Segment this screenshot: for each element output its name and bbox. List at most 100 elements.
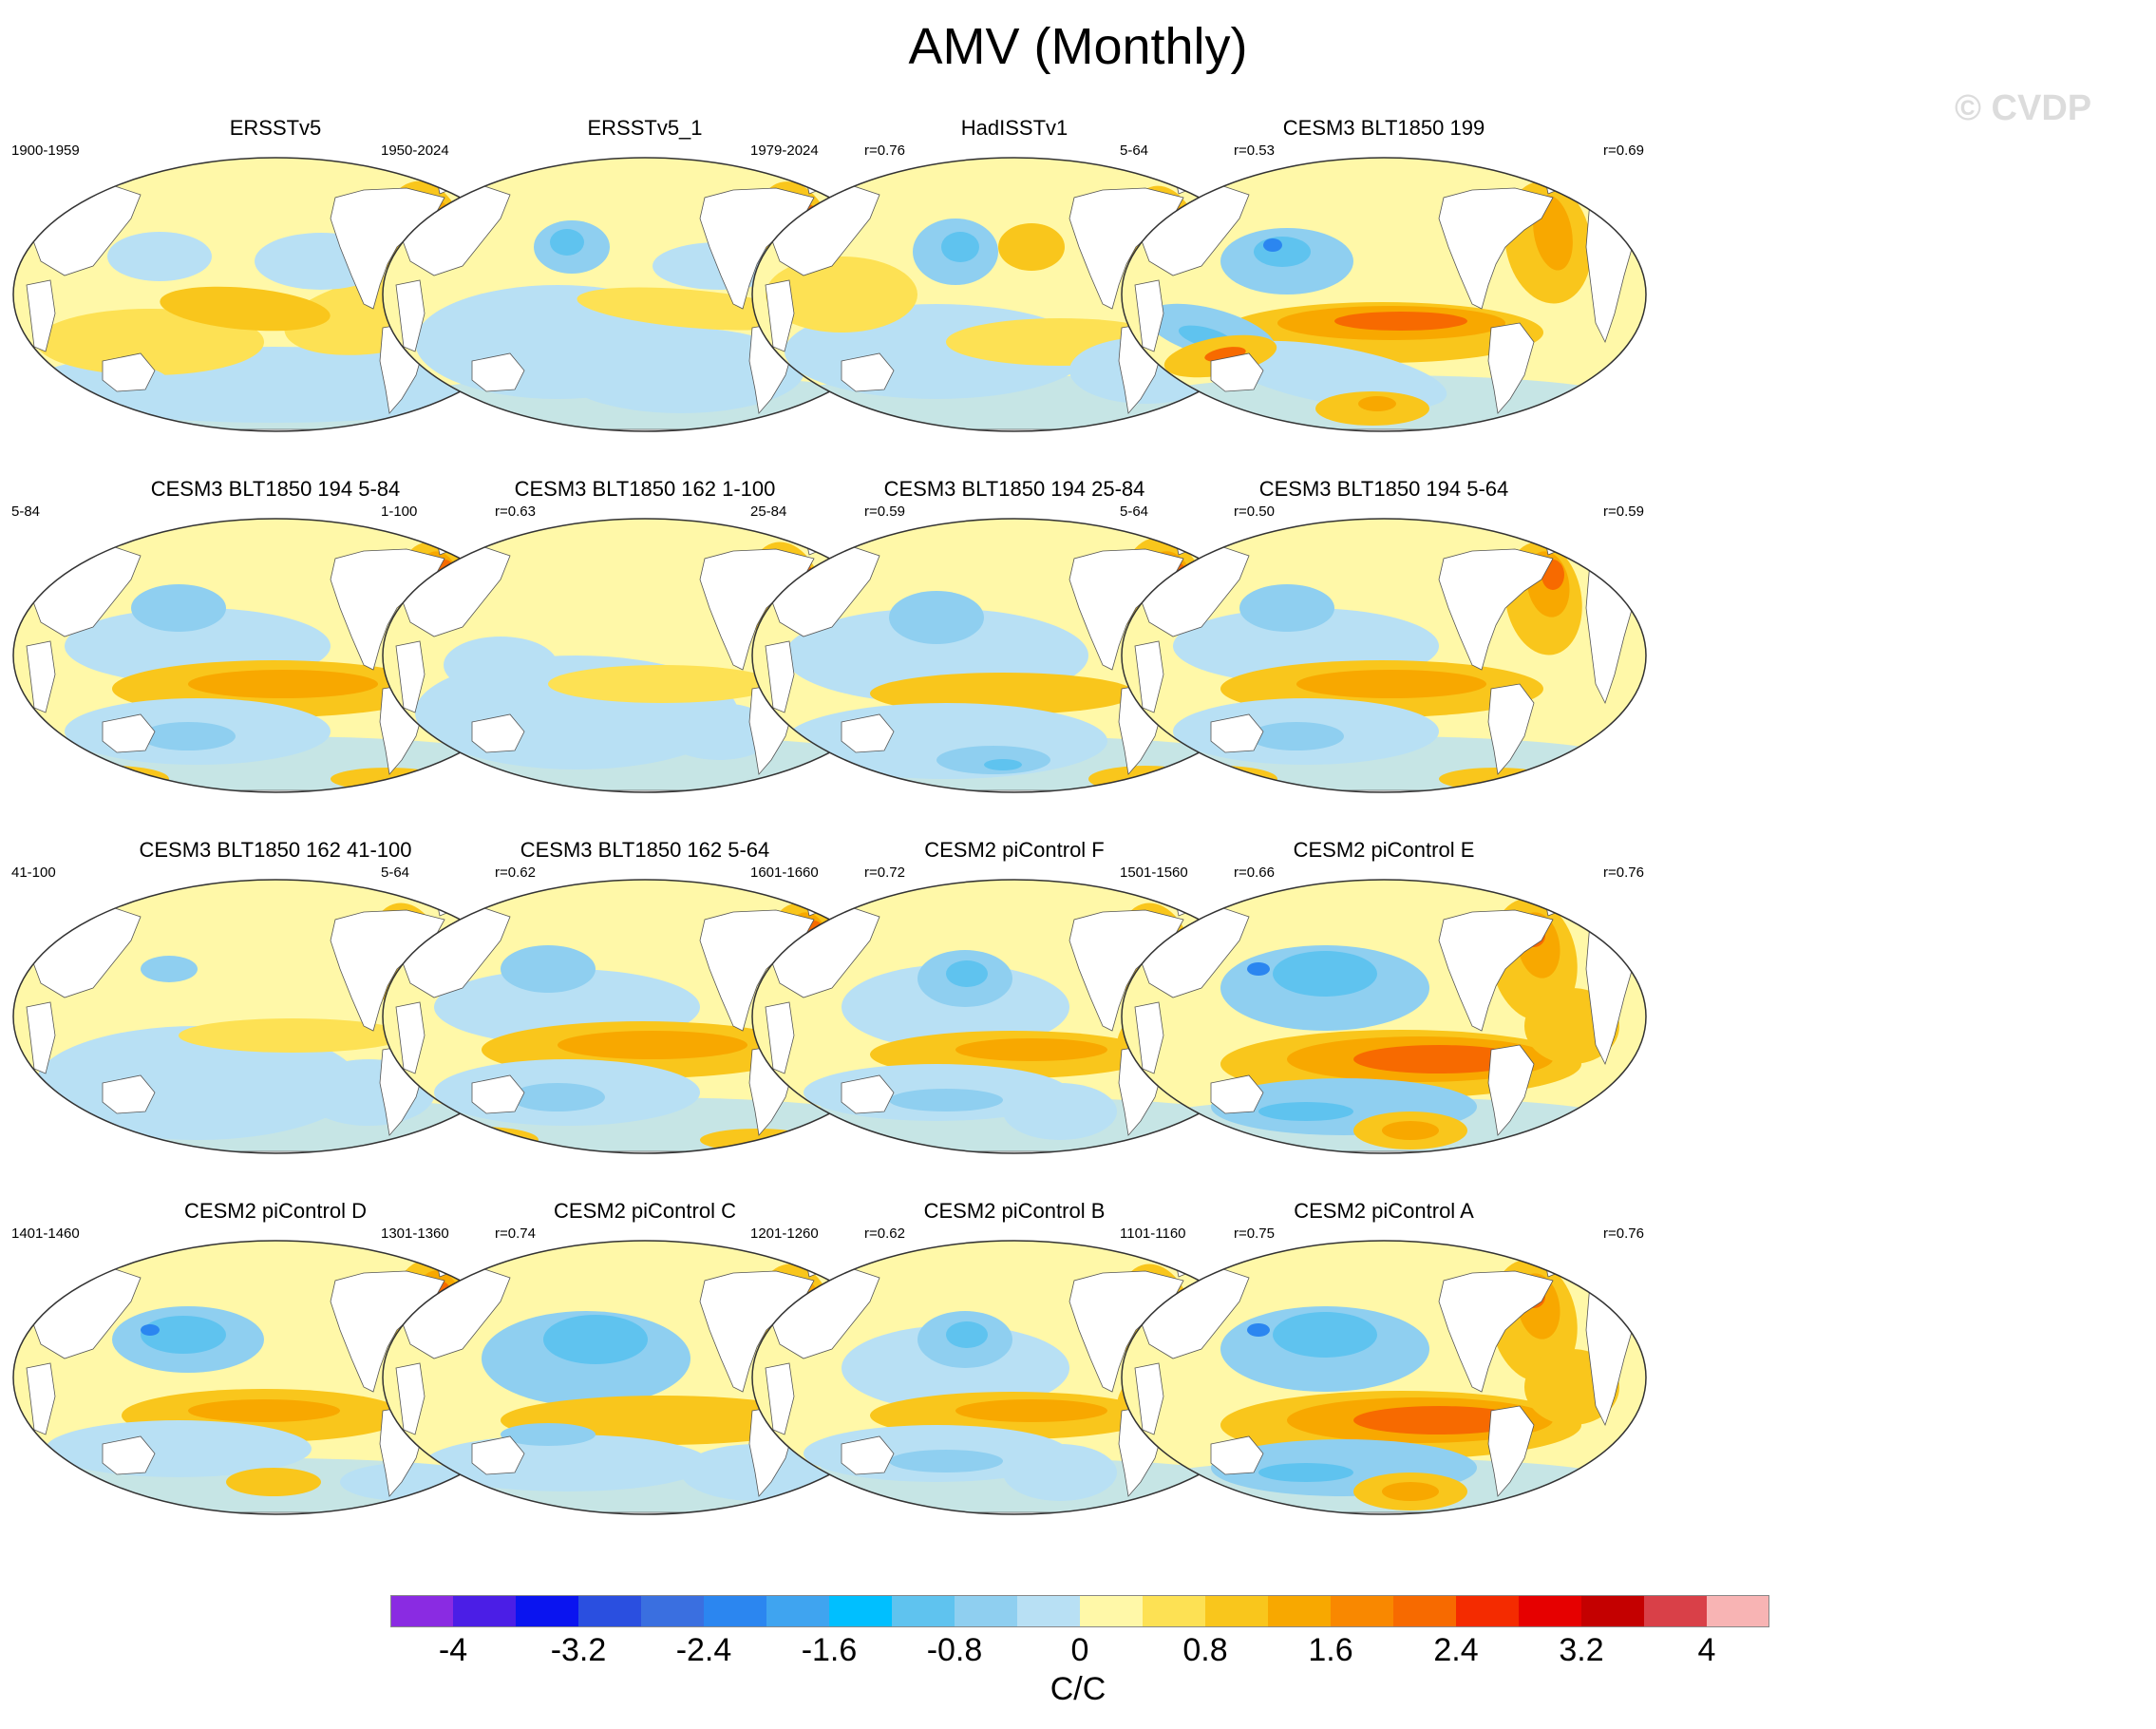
panel-title: CESM3 BLT1850 194 5-64 — [1258, 477, 1509, 501]
map-panel: CESM2 piControl A 1101-1160 r=0.76 — [1116, 1199, 1652, 1579]
land-mass — [1542, 168, 1571, 195]
panel-years: 5-64 — [381, 864, 410, 881]
panel-correlation: r=0.72 — [864, 864, 905, 881]
land-mass — [471, 1435, 525, 1475]
panel-years: 1101-1160 — [1120, 1226, 1186, 1242]
anomaly-region — [794, 774, 851, 792]
panel-title: CESM3 BLT1850 194 25-84 — [883, 477, 1145, 501]
panel-years: 25-84 — [750, 504, 787, 520]
land-mass — [1153, 789, 1611, 792]
anomaly-region — [946, 960, 988, 987]
anomaly-region — [998, 223, 1065, 271]
land-mass — [1210, 1074, 1264, 1114]
map-outline — [1121, 879, 1647, 1154]
land-mass — [1069, 1270, 1184, 1393]
panel-title: ERSSTv5_1 — [587, 116, 703, 140]
map-outline — [1121, 518, 1647, 793]
anomaly-region — [1003, 1444, 1117, 1501]
colorbar-segment — [1205, 1595, 1269, 1627]
colorbar-segment — [892, 1595, 955, 1627]
anomaly-region — [1258, 1463, 1353, 1482]
colorbar-segment — [1393, 1595, 1457, 1627]
land-mass — [1153, 1150, 1611, 1153]
land-mass — [1134, 1001, 1164, 1074]
land-mass — [26, 279, 56, 352]
panel-title: CESM3 BLT1850 194 5-84 — [150, 477, 401, 501]
anomaly-region — [1263, 238, 1282, 252]
colorbar — [390, 1595, 1769, 1627]
land-mass — [1134, 1362, 1164, 1435]
colorbar-segment — [578, 1595, 642, 1627]
colorbar-border — [390, 1595, 1769, 1627]
land-mass — [1153, 428, 1611, 431]
land-mass — [841, 1435, 895, 1475]
page-title: AMV (Monthly) — [908, 18, 1248, 75]
map-outline — [1121, 157, 1647, 432]
anomaly-region — [1239, 584, 1334, 632]
land-mass — [102, 1435, 156, 1475]
colorbar-tick-label: 0 — [1070, 1632, 1089, 1668]
land-mass — [395, 1001, 426, 1074]
panel-years: 5-84 — [11, 504, 41, 520]
panel-title: CESM2 piControl F — [924, 838, 1105, 862]
colorbar-tick-label: 1.6 — [1308, 1632, 1353, 1668]
panel-title: CESM3 BLT1850 162 1-100 — [514, 477, 776, 501]
panel-years: 1401-1460 — [11, 1226, 80, 1242]
world-map — [1121, 518, 1647, 793]
anomaly-region — [1254, 237, 1311, 267]
colorbar-segment — [1017, 1595, 1081, 1627]
colorbar-tick-label: -4 — [438, 1632, 468, 1668]
anomaly-region — [1353, 1045, 1524, 1074]
panel-years: 1601-1660 — [750, 864, 819, 881]
panel-title: CESM3 BLT1850 162 5-64 — [520, 838, 770, 862]
anomaly-region — [889, 591, 984, 644]
land-mass — [330, 548, 445, 671]
panel-years: 1979-2024 — [750, 142, 819, 159]
panel-title: CESM2 piControl D — [184, 1199, 367, 1223]
panel-years: 1950-2024 — [381, 142, 449, 159]
colorbar-segment — [390, 1595, 454, 1627]
anomaly-region — [107, 232, 212, 281]
panel-years: 1301-1360 — [381, 1226, 449, 1242]
panel-correlation: r=0.76 — [1603, 1226, 1644, 1242]
anomaly-region — [510, 1083, 605, 1112]
land-mass — [395, 279, 426, 352]
panel-title: CESM2 piControl A — [1294, 1199, 1474, 1223]
anomaly-region — [543, 1315, 648, 1364]
anomaly-region — [1247, 1323, 1270, 1337]
colorbar-tick-label: -0.8 — [926, 1632, 983, 1668]
land-mass — [699, 1270, 815, 1393]
land-mass — [1153, 1511, 1611, 1514]
anomaly-region — [501, 1423, 596, 1446]
anomaly-region — [558, 328, 804, 413]
land-mass — [1438, 548, 1554, 671]
world-map — [1121, 1240, 1647, 1515]
anomaly-region — [558, 1031, 747, 1059]
anomaly-region — [1273, 1312, 1377, 1358]
anomaly-region — [1296, 670, 1486, 698]
watermark: © CVDP — [1955, 88, 2092, 128]
land-mass — [1438, 909, 1554, 1032]
land-mass — [1069, 909, 1184, 1032]
anomaly-region — [425, 1127, 539, 1153]
anomaly-region — [188, 1399, 340, 1422]
colorbar-segment — [516, 1595, 579, 1627]
panel-years: 5-64 — [1120, 504, 1149, 520]
land-mass — [1542, 1251, 1571, 1278]
panel-title: CESM2 piControl B — [923, 1199, 1106, 1223]
land-mass — [1542, 890, 1571, 917]
land-mass — [102, 1074, 156, 1114]
panel-correlation: r=0.75 — [1234, 1226, 1275, 1242]
land-mass — [841, 1074, 895, 1114]
anomaly-region — [60, 776, 107, 791]
colorbar-tick-label: -2.4 — [675, 1632, 732, 1668]
anomaly-region — [842, 964, 1069, 1050]
panel-title: CESM3 BLT1850 162 41-100 — [139, 838, 412, 862]
anomaly-region — [1382, 1121, 1439, 1140]
panel-title: HadISSTv1 — [960, 116, 1069, 140]
land-mass — [1487, 683, 1535, 775]
land-mass — [1134, 279, 1164, 352]
anomaly-region — [188, 670, 378, 698]
panel-years: 41-100 — [11, 864, 56, 881]
anomaly-region — [160, 286, 331, 332]
